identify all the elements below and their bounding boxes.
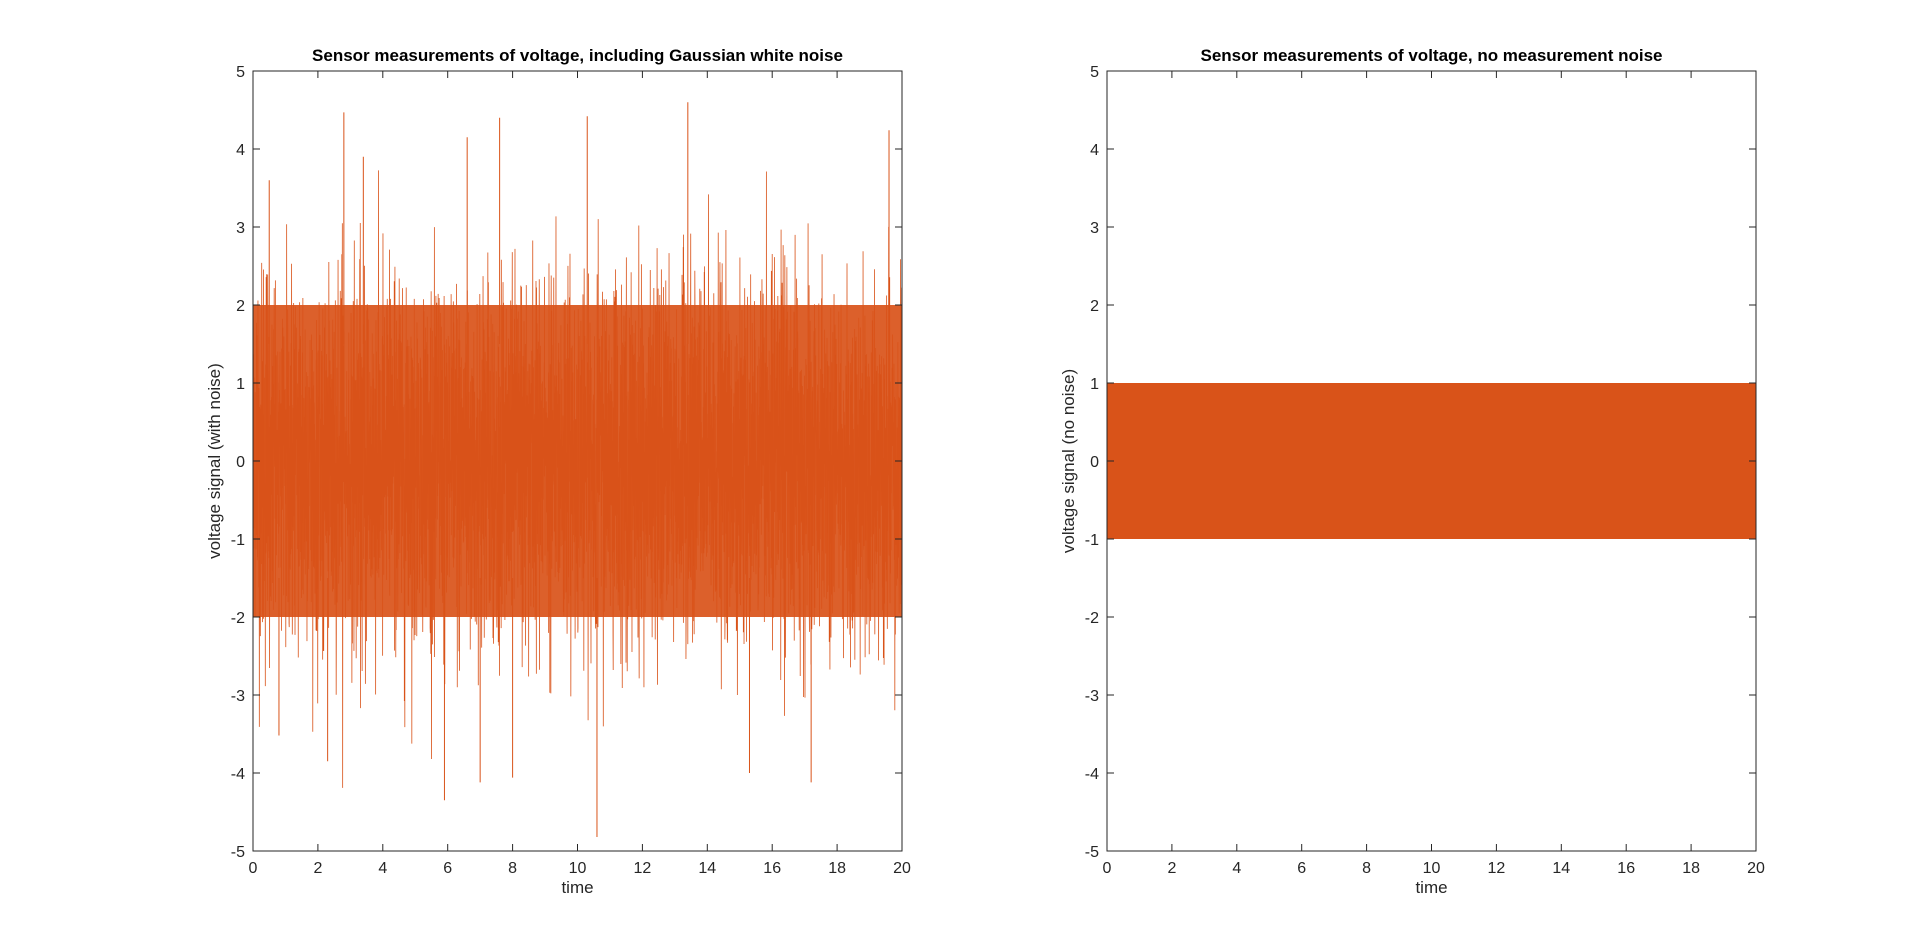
x-tick-label: 4 <box>378 860 387 877</box>
y-tick-label: -3 <box>231 688 245 705</box>
y-tick-label: 3 <box>1090 220 1099 237</box>
series-core-band <box>253 305 902 617</box>
x-tick-label: 16 <box>1617 860 1635 877</box>
x-tick-label: 18 <box>828 860 846 877</box>
x-tick-label: 20 <box>1747 860 1765 877</box>
y-tick-label: -2 <box>1085 610 1099 627</box>
chart-title: Sensor measurements of voltage, includin… <box>312 46 843 65</box>
x-tick-label: 20 <box>893 860 911 877</box>
plot-area <box>253 102 902 837</box>
series-band <box>1107 383 1756 539</box>
x-tick-label: 8 <box>1362 860 1371 877</box>
plot-with-noise: Sensor measurements of voltage, includin… <box>205 46 911 897</box>
y-axis-label: voltage signal (with noise) <box>205 363 224 559</box>
x-tick-label: 6 <box>443 860 452 877</box>
y-tick-label: -2 <box>231 610 245 627</box>
y-tick-label: 5 <box>1090 64 1099 81</box>
x-tick-label: 0 <box>249 860 258 877</box>
y-tick-label: -5 <box>231 844 245 861</box>
y-tick-label: -4 <box>1085 766 1099 783</box>
y-tick-label: -5 <box>1085 844 1099 861</box>
x-tick-label: 10 <box>1423 860 1441 877</box>
x-axis-label: time <box>561 878 593 897</box>
plot-area <box>1107 383 1756 539</box>
y-tick-label: 4 <box>1090 142 1099 159</box>
x-tick-label: 10 <box>569 860 587 877</box>
x-tick-label: 2 <box>313 860 322 877</box>
chart-title: Sensor measurements of voltage, no measu… <box>1201 46 1663 65</box>
y-tick-label: 2 <box>1090 298 1099 315</box>
x-tick-label: 2 <box>1167 860 1176 877</box>
x-axis-label: time <box>1415 878 1447 897</box>
x-tick-label: 14 <box>1552 860 1570 877</box>
y-tick-label: 2 <box>236 298 245 315</box>
x-tick-label: 6 <box>1297 860 1306 877</box>
y-tick-label: -1 <box>1085 532 1099 549</box>
y-tick-label: -1 <box>231 532 245 549</box>
y-tick-label: 0 <box>1090 454 1099 471</box>
y-tick-label: 5 <box>236 64 245 81</box>
y-tick-label: -3 <box>1085 688 1099 705</box>
y-tick-label: 1 <box>236 376 245 393</box>
x-tick-label: 18 <box>1682 860 1700 877</box>
y-tick-label: 3 <box>236 220 245 237</box>
y-tick-label: 4 <box>236 142 245 159</box>
x-tick-label: 0 <box>1103 860 1112 877</box>
plot-no-noise: Sensor measurements of voltage, no measu… <box>1059 46 1765 897</box>
x-tick-label: 8 <box>508 860 517 877</box>
x-tick-label: 12 <box>634 860 652 877</box>
y-axis-label: voltage signal (no noise) <box>1059 369 1078 553</box>
x-tick-label: 4 <box>1232 860 1241 877</box>
x-tick-label: 16 <box>763 860 781 877</box>
x-tick-label: 12 <box>1488 860 1506 877</box>
y-tick-label: 1 <box>1090 376 1099 393</box>
x-tick-label: 14 <box>698 860 716 877</box>
y-tick-label: 0 <box>236 454 245 471</box>
y-tick-label: -4 <box>231 766 245 783</box>
